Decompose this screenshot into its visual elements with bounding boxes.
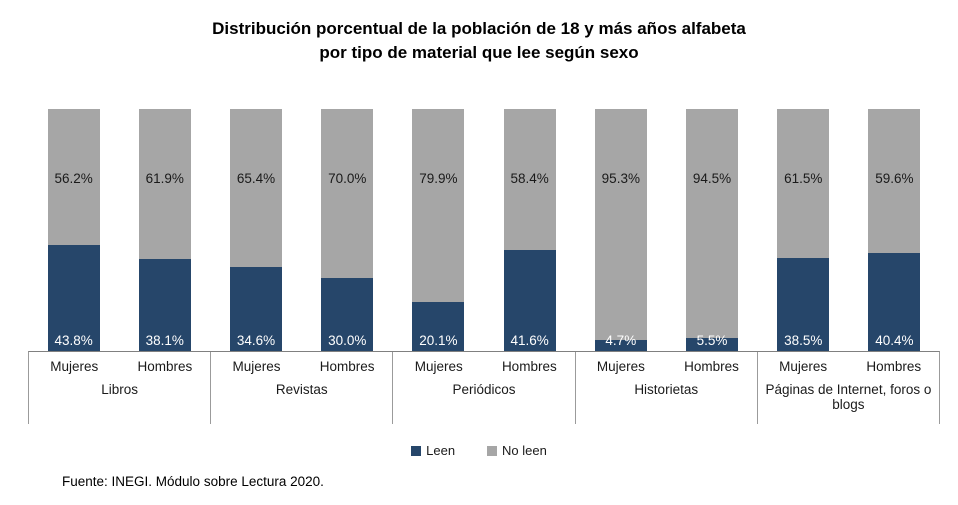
- no-leen-value-label: 61.9%: [145, 171, 184, 186]
- category-label: Revistas: [275, 382, 328, 397]
- chart-title: Distribución porcentual de la población …: [0, 17, 958, 65]
- sex-label: Hombres: [684, 359, 739, 374]
- no-leen-value-label: 61.5%: [784, 171, 823, 186]
- plot-area: 56.2% 43.8% 61.9% 38.1% 65.4% 34.6% 70.0% 30.0%…: [28, 109, 940, 351]
- stacked-bar: 59.6% 40.4%: [868, 109, 921, 351]
- sex-label: Mujeres: [779, 359, 828, 374]
- category-label: Páginas de Internet, foros o blogs: [765, 382, 932, 412]
- leen-segment: [686, 337, 739, 351]
- source-note: Fuente: INEGI. Módulo sobre Lectura 2020…: [62, 474, 324, 489]
- no-leen-segment: [412, 109, 465, 303]
- leen-segment: [777, 257, 830, 351]
- leen-value-label: 41.6%: [510, 333, 549, 348]
- sex-label: Mujeres: [232, 359, 281, 374]
- bar-group: 65.4% 34.6% 70.0% 30.0%: [210, 109, 392, 351]
- no-leen-value-label: 56.2%: [54, 171, 93, 186]
- stacked-bar: 95.3% 4.7%: [594, 109, 647, 351]
- stacked-bar: 70.0% 30.0%: [321, 109, 374, 351]
- bar-column: 70.0% 30.0%: [302, 109, 393, 351]
- stacked-bar: 65.4% 34.6%: [230, 109, 282, 351]
- leen-segment: [47, 245, 100, 351]
- bar-column: 61.5% 38.5%: [758, 109, 849, 351]
- leen-value-label: 38.1%: [145, 333, 184, 348]
- no-leen-segment: [47, 109, 100, 246]
- no-leen-value-label: 65.4%: [236, 171, 276, 186]
- leen-value-label: 20.1%: [419, 333, 458, 348]
- sex-label: Mujeres: [596, 359, 645, 374]
- bar-group: 79.9% 20.1% 58.4% 41.6%: [393, 109, 575, 351]
- sex-label: Hombres: [319, 359, 375, 374]
- leen-segment: [321, 278, 374, 351]
- stacked-bar: 79.9% 20.1%: [412, 109, 465, 351]
- no-leen-value-label: 70.0%: [328, 171, 367, 186]
- bar-group: 56.2% 43.8% 61.9% 38.1%: [28, 109, 210, 351]
- category-group: Mujeres Hombres Historietas: [574, 352, 757, 424]
- leen-value-label: 4.7%: [605, 333, 637, 348]
- no-leen-value-label: 79.9%: [419, 171, 458, 186]
- bar-column: 94.5% 5.5%: [666, 109, 757, 351]
- stacked-bar: 61.5% 38.5%: [777, 109, 830, 351]
- leen-value-label: 43.8%: [54, 333, 93, 348]
- category-group: Mujeres Hombres Páginas de Internet, foros…: [756, 352, 939, 424]
- no-leen-value-label: 95.3%: [601, 171, 640, 186]
- bar-column: 65.4% 34.6%: [210, 109, 301, 351]
- no-leen-segment: [138, 109, 191, 259]
- category-label: Libros: [101, 382, 138, 397]
- leen-segment: [868, 253, 921, 351]
- sex-label: Hombres: [866, 359, 922, 374]
- bar-group: 95.3% 4.7% 94.5% 5.5%: [575, 109, 757, 351]
- category-label: Historietas: [634, 382, 699, 397]
- category-axis: Mujeres Hombres Libros Mujeres Hombres Revist…: [28, 351, 940, 424]
- leen-value-label: 38.5%: [784, 333, 823, 348]
- category-group: Mujeres Hombres Periódicos: [392, 352, 574, 424]
- no-leen-segment: [594, 109, 647, 340]
- leen-swatch-icon: [411, 445, 422, 456]
- stacked-bar: 61.9% 38.1%: [138, 109, 191, 351]
- no-leen-value-label: 59.6%: [875, 171, 914, 186]
- stacked-bar: 94.5% 5.5%: [686, 109, 739, 351]
- bar-column: 59.6% 40.4%: [849, 109, 940, 351]
- leen-segment: [230, 267, 282, 351]
- no-leen-segment: [686, 109, 739, 338]
- bar-column: 79.9% 20.1%: [393, 109, 484, 351]
- legend-label-no-leen: No leen: [502, 443, 547, 458]
- legend-item-no-leen: No leen: [487, 443, 547, 458]
- category-group: Mujeres Hombres Libros: [29, 352, 210, 424]
- bar-column: 56.2% 43.8%: [28, 109, 119, 351]
- legend: Leen No leen: [0, 443, 958, 458]
- no-leen-swatch-icon: [487, 445, 498, 456]
- leen-value-label: 30.0%: [328, 333, 367, 348]
- sex-label: Mujeres: [50, 359, 99, 374]
- stacked-bar: 58.4% 41.6%: [503, 109, 556, 351]
- bar-column: 58.4% 41.6%: [484, 109, 575, 351]
- sex-label: Hombres: [501, 359, 557, 374]
- no-leen-value-label: 58.4%: [510, 171, 549, 186]
- leen-value-label: 40.4%: [875, 333, 914, 348]
- chart-title-line2: por tipo de material que lee según sexo: [319, 43, 639, 62]
- bar-group: 61.5% 38.5% 59.6% 40.4%: [758, 109, 940, 351]
- leen-value-label: 34.6%: [236, 333, 276, 348]
- category-label: Periódicos: [452, 382, 516, 397]
- sex-label: Hombres: [137, 359, 193, 374]
- sex-label: Mujeres: [414, 359, 463, 374]
- bar-column: 61.9% 38.1%: [119, 109, 210, 351]
- bar-column: 95.3% 4.7%: [575, 109, 666, 351]
- leen-segment: [138, 258, 191, 351]
- no-leen-value-label: 94.5%: [692, 171, 732, 186]
- category-group: Mujeres Hombres Revistas: [210, 352, 392, 424]
- no-leen-segment: [321, 109, 374, 279]
- no-leen-segment: [868, 109, 921, 254]
- no-leen-segment: [230, 109, 282, 268]
- legend-item-leen: Leen: [411, 443, 455, 458]
- leen-value-label: 5.5%: [696, 333, 728, 348]
- leen-segment: [594, 339, 647, 351]
- leen-segment: [503, 250, 556, 351]
- legend-label-leen: Leen: [426, 443, 456, 458]
- stacked-bar: 56.2% 43.8%: [47, 109, 100, 351]
- no-leen-segment: [503, 109, 556, 251]
- no-leen-segment: [777, 109, 830, 258]
- chart-title-line1: Distribución porcentual de la población …: [212, 19, 746, 38]
- leen-segment: [412, 302, 465, 351]
